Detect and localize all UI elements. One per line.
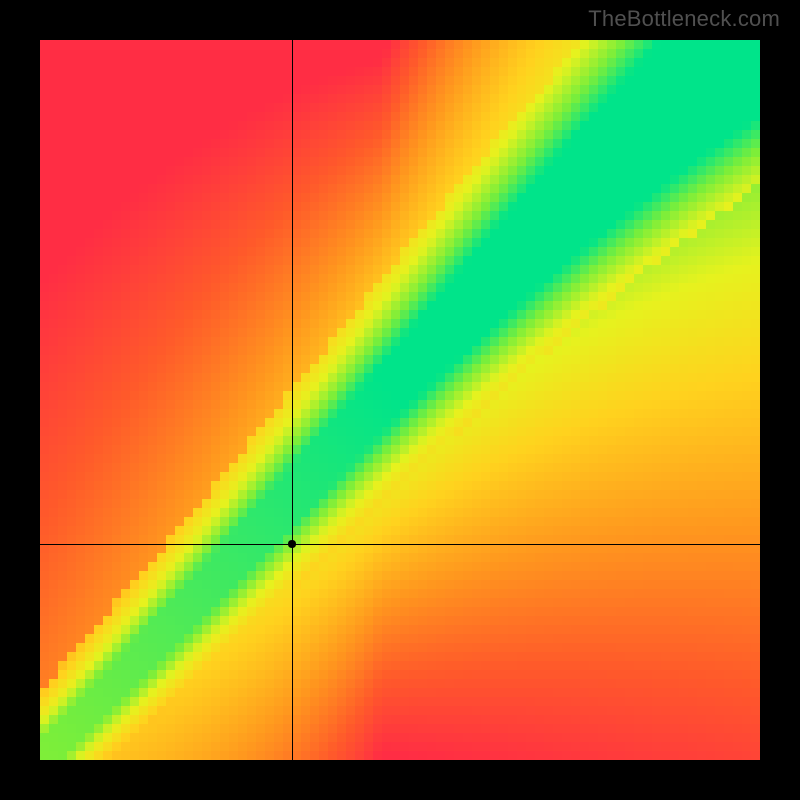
- chart-container: TheBottleneck.com: [0, 0, 800, 800]
- heatmap-canvas: [40, 40, 760, 760]
- watermark-text: TheBottleneck.com: [588, 6, 780, 32]
